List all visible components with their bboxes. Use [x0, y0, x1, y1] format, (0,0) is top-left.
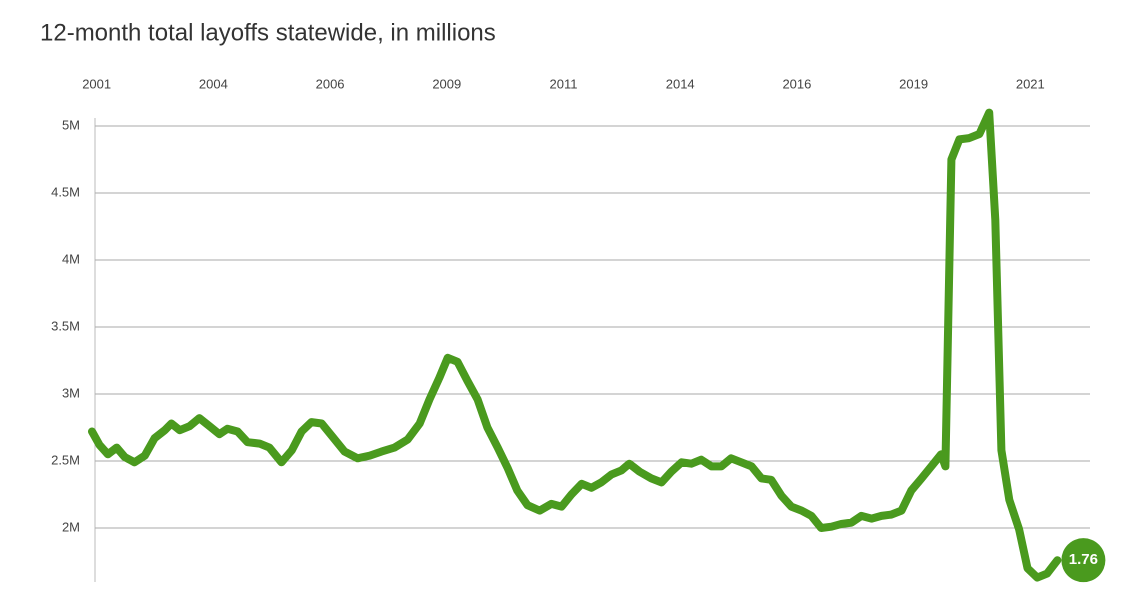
x-tick-label: 2011	[550, 76, 578, 91]
y-tick-label: 2M	[62, 519, 80, 534]
end-value-label: 1.76	[1069, 551, 1098, 568]
x-tick-label: 2014	[666, 76, 695, 91]
end-label-badge	[1061, 538, 1106, 583]
y-tick-label: 4.5M	[51, 184, 80, 199]
x-tick-label: 2009	[432, 76, 461, 91]
x-tick-label: 2001	[82, 76, 111, 91]
y-tick-label: 5M	[62, 117, 80, 132]
x-tick-label: 2006	[316, 76, 345, 91]
y-tick-label: 2.5M	[51, 452, 80, 467]
x-tick-label: 2016	[782, 76, 811, 91]
data-line	[88, 108, 1062, 582]
y-tick-label: 3.5M	[51, 318, 80, 333]
x-tick-label: 2004	[199, 76, 228, 91]
x-tick-label: 2021	[1016, 76, 1045, 91]
chart-title: 12-month total layoffs statewide, in mil…	[40, 19, 496, 46]
y-tick-label: 3M	[62, 385, 80, 400]
y-tick-label: 4M	[62, 251, 80, 266]
x-tick-label: 2019	[899, 76, 928, 91]
